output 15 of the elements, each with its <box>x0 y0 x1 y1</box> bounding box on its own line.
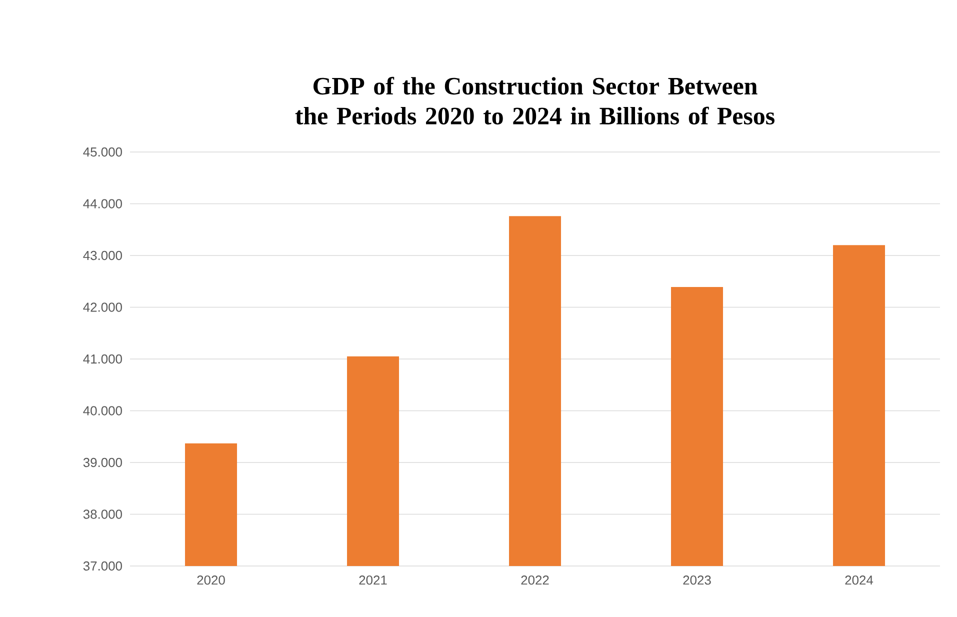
y-tick-label: 44.000 <box>83 199 122 208</box>
y-tick-label: 42.000 <box>83 302 122 312</box>
x-tick-label: 2022 <box>521 576 549 585</box>
chart-title: GDP of the Construction Sector Between the Periods 2020 to 2024 in Billions of Pesos <box>295 76 774 124</box>
x-tick-label: 2021 <box>359 576 387 585</box>
x-tick-label: 2020 <box>197 576 225 585</box>
y-tick-label: 38.000 <box>83 510 122 519</box>
y-tick-label: 41.000 <box>83 354 122 364</box>
y-tick-label: 43.000 <box>83 250 122 260</box>
y-tick-label: 37.000 <box>83 561 122 571</box>
x-tick-label: 2024 <box>845 576 874 585</box>
y-tick-label: 45.000 <box>83 147 122 157</box>
y-tick-label: 39.000 <box>83 458 122 468</box>
x-tick-label: 2023 <box>683 576 711 585</box>
y-tick-label: 40.000 <box>83 406 122 416</box>
